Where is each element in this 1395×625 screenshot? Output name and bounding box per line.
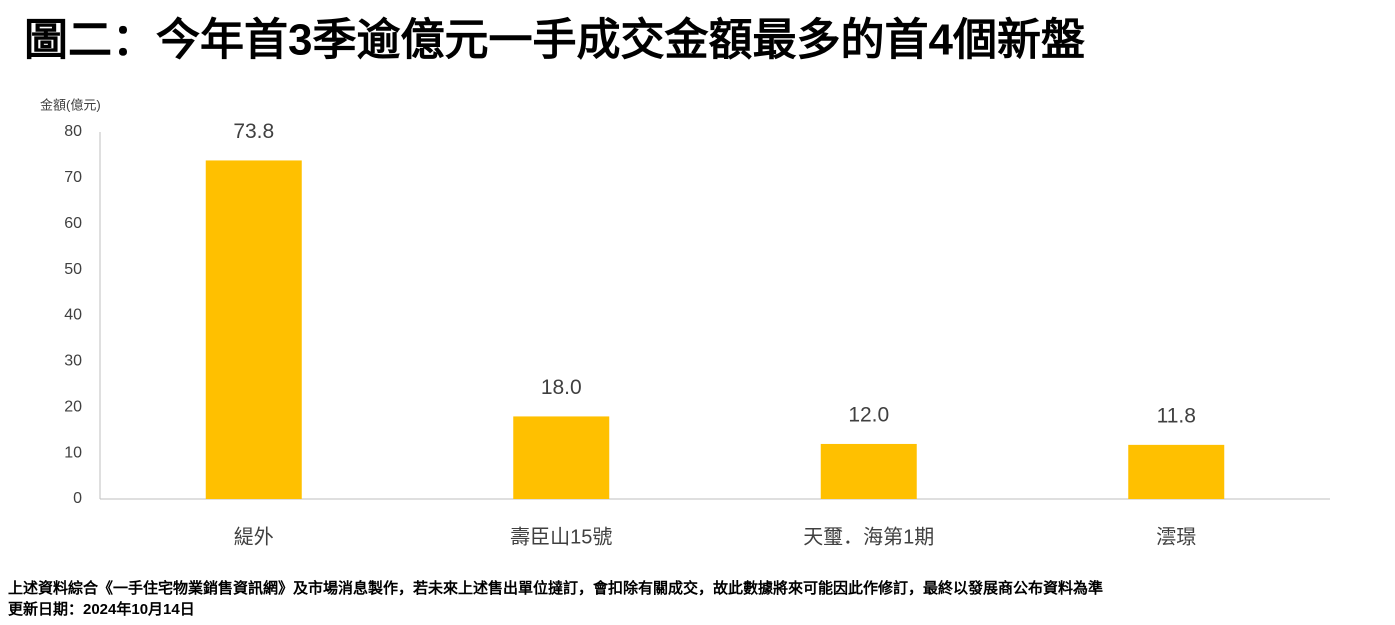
data-label: 12.0 bbox=[848, 403, 889, 426]
y-tick-label: 40 bbox=[64, 307, 82, 324]
y-tick-label: 70 bbox=[64, 169, 82, 186]
footnote: 上述資料綜合《一手住宅物業銷售資訊網》及市場消息製作，若未來上述售出單位撻訂，會… bbox=[8, 579, 1103, 597]
y-tick-label: 10 bbox=[64, 444, 82, 461]
bar bbox=[205, 160, 302, 499]
x-tick-label: 澐璟 bbox=[1156, 525, 1196, 548]
data-label: 18.0 bbox=[541, 376, 582, 399]
data-label: 73.8 bbox=[233, 120, 274, 143]
chart-title: 圖二：今年首3季逾億元一手成交金額最多的首4個新盤 bbox=[24, 16, 1085, 65]
y-axis-label: 金額(億元) bbox=[40, 97, 101, 112]
y-tick-label: 50 bbox=[64, 261, 82, 278]
y-tick-label: 60 bbox=[64, 215, 82, 232]
x-tick-label: 天璽．海第1期 bbox=[803, 525, 934, 548]
bar bbox=[820, 443, 917, 499]
y-tick-label: 20 bbox=[64, 398, 82, 415]
footnote: 更新日期：2024年10月14日 bbox=[8, 600, 195, 618]
y-tick-label: 0 bbox=[73, 490, 82, 507]
x-tick-label: 緹外 bbox=[234, 525, 274, 548]
data-label: 11.8 bbox=[1157, 404, 1196, 427]
bar bbox=[1128, 444, 1225, 499]
bar bbox=[513, 416, 610, 499]
y-tick-label: 80 bbox=[64, 123, 82, 140]
x-tick-label: 壽臣山15號 bbox=[510, 525, 612, 548]
y-tick-label: 30 bbox=[64, 353, 82, 370]
